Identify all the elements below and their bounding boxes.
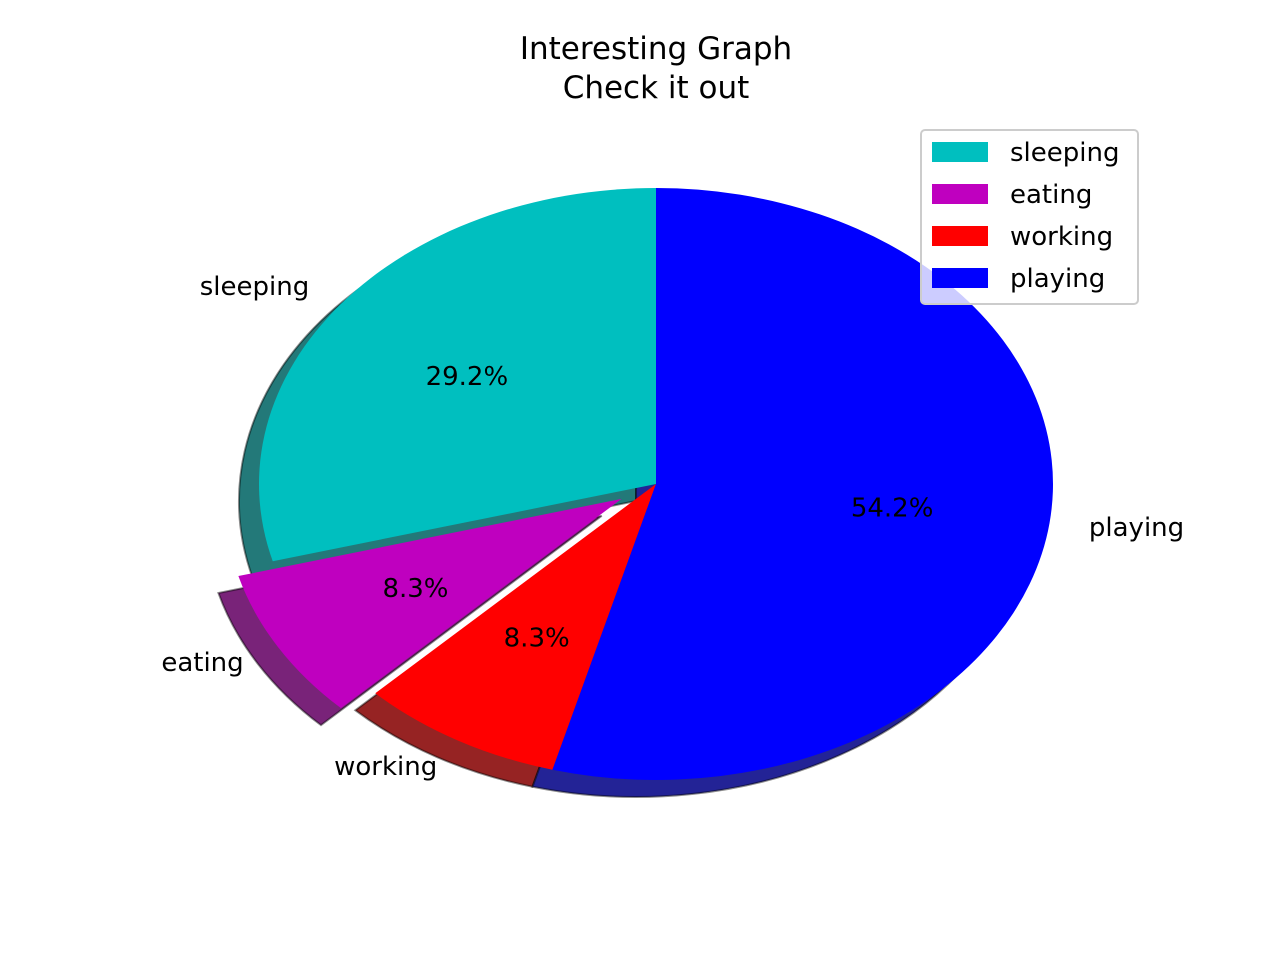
slice-label-working: working <box>334 752 437 782</box>
slice-eating <box>238 498 622 709</box>
legend-swatch-eating <box>932 184 988 204</box>
slice-pct-playing: 54.2% <box>851 493 934 523</box>
legend-swatch-playing <box>932 268 988 288</box>
slice-playing <box>552 188 1053 780</box>
slice-labels: sleeping 29.2% eating 8.3% working 8.3% playin… <box>161 272 1184 782</box>
slice-sleeping <box>258 188 656 562</box>
slice-pct-eating: 8.3% <box>382 574 448 604</box>
legend-label-sleeping: sleeping <box>1010 138 1119 168</box>
legend-label-working: working <box>1010 222 1113 252</box>
slice-working <box>375 484 656 770</box>
legend-swatch-working <box>932 226 988 246</box>
slice-label-sleeping: sleeping <box>200 272 309 302</box>
slice-pct-sleeping: 29.2% <box>426 362 509 392</box>
legend-label-playing: playing <box>1010 264 1105 294</box>
legend-swatch-sleeping <box>932 142 988 162</box>
legend-label-eating: eating <box>1010 180 1092 210</box>
pie-slices <box>238 188 1053 780</box>
legend: sleeping eating working playing <box>920 129 1139 305</box>
slice-label-playing: playing <box>1089 513 1184 543</box>
slice-label-eating: eating <box>161 648 243 678</box>
legend-frame <box>920 129 1139 305</box>
chart-title: Interesting Graph <box>520 31 792 67</box>
slice-pct-working: 8.3% <box>504 624 570 654</box>
chart-subtitle: Check it out <box>563 70 750 106</box>
